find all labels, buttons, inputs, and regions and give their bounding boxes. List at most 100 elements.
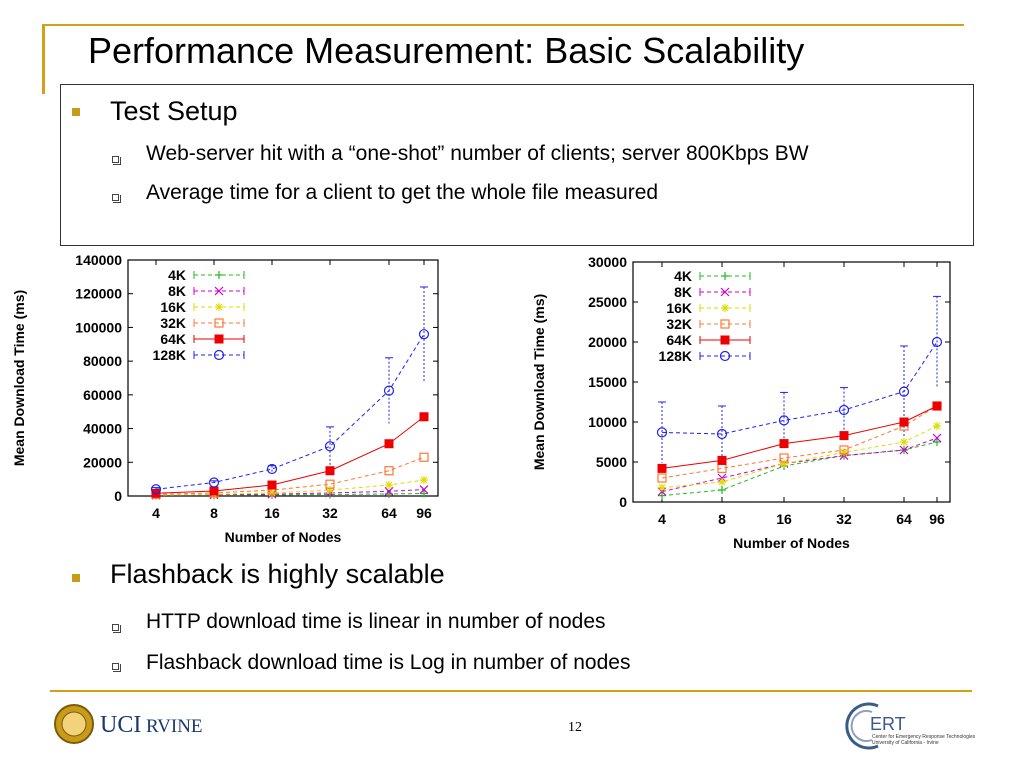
- x-axis-label: Number of Nodes: [225, 529, 342, 545]
- 128K-marker: [383, 385, 395, 396]
- top-gold-rule: [42, 24, 964, 26]
- y-tick-label: 0: [114, 488, 122, 504]
- legend-label: 16K: [666, 300, 692, 316]
- y-tick-label: 20000: [588, 334, 627, 350]
- series-line-4K: [155, 492, 425, 496]
- series-line-128K: [155, 333, 425, 490]
- series-line-32K: [155, 456, 425, 495]
- uci-logo-text-b: RVINE: [146, 716, 203, 737]
- 4K-marker: [933, 438, 941, 446]
- setup-item: Average time for a client to get the who…: [146, 181, 659, 204]
- x-axis-label: Number of Nodes: [733, 535, 850, 551]
- ert-logo-sub2: University of California - Irvine: [872, 740, 939, 746]
- 128K-marker: [719, 350, 731, 362]
- 64K-marker: [899, 417, 909, 427]
- chart-left: 0 20000 40000 60000 80000 100000 120000 140000 4…: [0, 248, 470, 558]
- sub-bullet-icon: [112, 624, 121, 633]
- 8K-marker: [419, 485, 429, 495]
- 64K-marker: [932, 401, 942, 411]
- y-tick-label: 25000: [588, 294, 627, 310]
- x-tick-label: 32: [836, 511, 852, 527]
- ert-logo-sub1: Center for Emergency Response Technologi…: [872, 734, 976, 740]
- slide-title: Performance Measurement: Basic Scalabili…: [88, 30, 805, 71]
- 128K-marker: [266, 463, 278, 475]
- 128K-marker: [150, 484, 162, 495]
- 128K-marker: [213, 349, 225, 361]
- plot-frame: [127, 259, 439, 497]
- legend-label: 8K: [168, 283, 186, 299]
- 128K-marker: [838, 404, 850, 416]
- series-line-16K: [155, 479, 425, 496]
- 64K-marker: [267, 480, 277, 490]
- legend-label: 128K: [153, 347, 186, 363]
- 16K-marker: [721, 304, 729, 312]
- x-tick-label: 64: [381, 505, 397, 521]
- 128K-marker: [208, 477, 220, 488]
- 128K-marker: [898, 386, 910, 397]
- bullet-icon: [72, 574, 80, 582]
- 32K-marker: [779, 453, 789, 463]
- 64K-marker: [779, 439, 789, 449]
- x-tick-label: 32: [322, 505, 338, 521]
- 16K-marker: [420, 475, 428, 484]
- 8K-marker: [720, 287, 730, 297]
- y-tick-label: 30000: [588, 254, 627, 270]
- page-number: 12: [568, 720, 582, 735]
- y-tick-label: 60000: [83, 387, 122, 403]
- conclusion-heading: Flashback is highly scalable: [110, 559, 445, 589]
- 4K-marker: [215, 271, 223, 279]
- ert-logo: ERT Center for Emergency Response Techno…: [842, 700, 992, 750]
- bottom-gold-rule: [50, 690, 972, 692]
- 4K-marker: [658, 491, 666, 500]
- 64K-marker: [717, 455, 727, 465]
- 16K-marker: [780, 459, 788, 468]
- 32K-marker: [839, 445, 849, 455]
- 16K-marker: [658, 483, 666, 492]
- 4K-marker: [721, 272, 729, 280]
- setup-heading: Test Setup: [110, 96, 238, 126]
- series-line-8K: [661, 437, 938, 493]
- 16K-marker: [215, 303, 223, 311]
- chart-left-svg: 0 20000 40000 60000 80000 100000 120000 140000 4…: [11, 252, 439, 545]
- 128K-marker: [418, 329, 430, 340]
- 128K-marker: [931, 336, 943, 348]
- 8K-marker: [214, 286, 224, 296]
- y-axis-label: Mean Download Time (ms): [11, 290, 27, 466]
- x-tick-label: 16: [264, 505, 280, 521]
- 16K-marker: [840, 448, 848, 457]
- 64K-marker: [209, 486, 219, 496]
- 16K-marker: [326, 486, 334, 495]
- 64K-marker: [419, 412, 429, 422]
- 32K-marker: [720, 319, 730, 329]
- 64K-marker: [657, 463, 667, 473]
- series-line-64K: [661, 405, 938, 469]
- series-line-32K: [661, 405, 938, 479]
- chart-right: 0 5000 10000 15000 20000 25000 30000 4 8 16 32 64 96…: [520, 248, 980, 558]
- x-tick-label: 96: [416, 505, 432, 521]
- conclusion-item: HTTP download time is linear in number o…: [146, 610, 606, 633]
- sub-bullet-icon: [112, 194, 121, 203]
- 4K-marker: [718, 486, 726, 494]
- y-tick-label: 15000: [588, 374, 627, 390]
- y-tick-label: 80000: [83, 353, 122, 369]
- x-tick-label: 4: [658, 511, 666, 527]
- 128K-marker: [716, 428, 728, 440]
- series-line-64K: [155, 416, 425, 494]
- 8K-marker: [932, 433, 942, 443]
- legend-label: 128K: [659, 348, 692, 364]
- series-group: [150, 286, 430, 500]
- legend-label: 4K: [674, 268, 692, 284]
- uci-logo-text-a: UCI: [100, 712, 141, 738]
- series-line-16K: [661, 425, 938, 489]
- y-tick-label: 5000: [596, 454, 627, 470]
- setup-item: Web-server hit with a “one-shot” number …: [146, 142, 809, 165]
- series-line-128K: [661, 341, 938, 435]
- x-tick-label: 16: [776, 511, 792, 527]
- y-tick-label: 0: [619, 494, 627, 510]
- 4K-marker: [420, 489, 428, 498]
- x-tick-label: 4: [152, 505, 160, 521]
- x-tick-label: 64: [896, 511, 912, 527]
- y-tick-label: 10000: [588, 414, 627, 430]
- y-tick-label: 140000: [75, 252, 122, 268]
